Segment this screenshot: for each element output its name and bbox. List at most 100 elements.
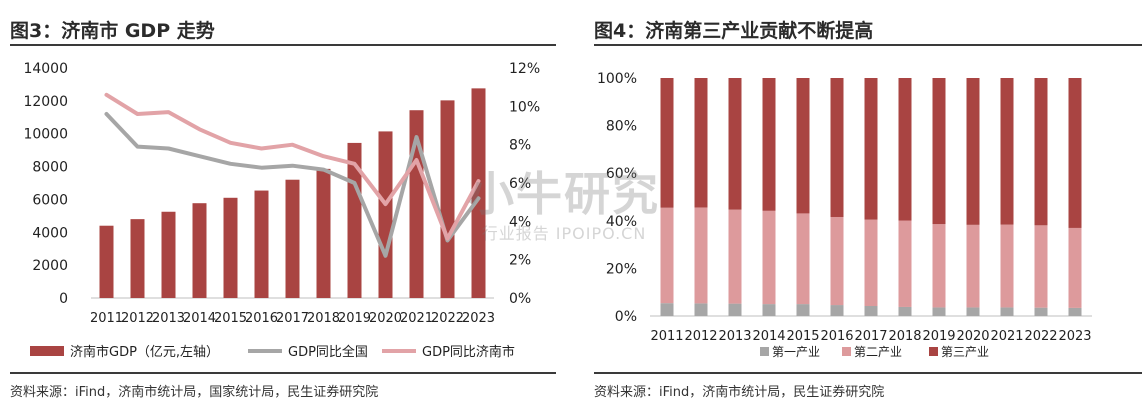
x-axis-tick-label: 2023 [1058,329,1091,344]
left-axis-tick-label: 0 [59,291,68,307]
primary-share-bar [830,305,844,316]
primary-share-bar [1068,307,1082,316]
right-axis-tick-label: 4% [509,214,531,230]
legend-gdp-swatch [30,346,64,356]
x-axis-tick-label: 2017 [854,329,887,344]
tertiary-share-bar [1000,78,1014,225]
x-axis-tick-label: 2022 [1024,329,1057,344]
y-axis-tick-label: 60% [606,166,637,182]
tertiary-share-bar [762,78,776,211]
x-axis-tick-label: 2012 [684,329,717,344]
x-axis-tick-label: 2015 [214,311,247,326]
x-axis-tick-label: 2014 [183,311,216,326]
left-axis-tick-label: 12000 [23,94,68,110]
x-axis-tick-label: 2015 [786,329,819,344]
x-axis-tick-label: 2013 [152,311,185,326]
gdp-bar [130,219,145,298]
tertiary-share-bar [864,78,878,220]
tertiary-share-bar [1034,78,1048,226]
left-source-note: 资料来源：iFind，济南市统计局，国家统计局，民生证券研究院 [10,385,379,400]
left-figure-panel: 图3：济南市 GDP 走势 0 2000 4000 6000 8000 10000 1200… [0,0,556,405]
secondary-share-bar [1068,227,1082,308]
tertiary-share-bar [660,78,674,208]
primary-share-bar [728,303,742,316]
x-axis-tick-label: 2021 [400,311,433,326]
secondary-share-bar [796,213,810,305]
left-figure-title: 图3：济南市 GDP 走势 [10,20,215,42]
secondary-share-bar [966,224,980,308]
y-axis-tick-label: 20% [606,261,637,277]
right-figure-panel: 图4：济南第三产业贡献不断提高 0% 20% 40% 60% 80% 100% 2011 20… [584,0,1142,405]
x-axis-tick-label: 2018 [307,311,340,326]
legend-secondary-label: 第二产业 [854,345,902,359]
left-axis-tick-label: 4000 [32,225,68,241]
x-axis-tick-label: 2020 [369,311,402,326]
gdp-trend-chart: 0 2000 4000 6000 8000 10000 12000 14000 0% 2% 4% 6%… [23,61,540,360]
secondary-share-bar [694,207,708,304]
x-axis-tick-label: 2016 [820,329,853,344]
right-axis-tick-label: 0% [509,291,531,307]
left-axis-tick-label: 10000 [23,127,68,143]
left-axis-tick-label: 6000 [32,192,68,208]
national-growth-line [104,112,481,258]
secondary-share-bar [898,220,912,307]
secondary-share-bar [830,216,844,306]
tertiary-share-bar [966,78,980,225]
primary-share-bar [660,303,674,316]
secondary-share-bar [864,219,878,307]
primary-share-bar [762,304,776,316]
primary-share-bar [864,306,878,316]
right-axis-tick-label: 12% [509,61,540,77]
legend-gdp-label: 济南市GDP（亿元,左轴） [70,344,219,360]
x-axis-tick-label: 2011 [90,311,123,326]
x-axis-tick-label: 2021 [990,329,1023,344]
secondary-share-bar [660,207,674,304]
x-axis-tick-label: 2023 [462,311,495,326]
tertiary-share-bar [830,78,844,217]
right-figure-title: 图4：济南第三产业贡献不断提高 [594,20,874,42]
legend-jinan-growth-label: GDP同比济南市 [422,344,515,360]
tertiary-share-bar [1068,78,1082,228]
primary-share-bar [694,303,708,316]
x-axis-tick-label: 2019 [922,329,955,344]
legend-national-growth-label: GDP同比全国 [288,344,368,360]
industry-share-chart: 0%20%40%60%80%100%2011 2012 2013 2014 2015 20… [597,71,1092,359]
gdp-bar [192,203,207,298]
gdp-bar [316,168,331,298]
tertiary-share-bar [728,78,742,210]
right-title-divider [594,44,1142,46]
left-title-divider [10,44,556,46]
x-axis-tick-label: 2012 [121,311,154,326]
gdp-bar [99,225,114,298]
y-axis-tick-label: 100% [597,71,637,87]
x-axis-tick-label: 2022 [431,311,464,326]
gdp-bar [471,88,486,298]
gdp-bar [254,190,269,298]
y-axis-tick-label: 40% [606,214,637,230]
right-source-note: 资料来源：iFind，济南市统计局，民生证券研究院 [594,385,885,400]
right-axis-tick-label: 8% [509,138,531,154]
x-axis-tick-label: 2020 [956,329,989,344]
tertiary-share-bar [932,78,946,225]
secondary-share-bar [728,209,742,304]
left-axis-tick-label: 8000 [32,160,68,176]
gdp-bar [161,211,176,298]
secondary-share-bar [1000,224,1014,308]
legend-tertiary-swatch [929,347,938,356]
right-axis-tick-label: 2% [509,253,531,269]
gdp-bar [440,100,455,298]
secondary-share-bar [932,224,946,308]
primary-share-bar [1000,307,1014,316]
gdp-bar [378,131,393,298]
x-axis-tick-label: 2019 [338,311,371,326]
primary-share-bar [932,307,946,316]
legend-tertiary-label: 第三产业 [941,345,989,359]
tertiary-share-bar [796,78,810,214]
x-axis-tick-label: 2014 [752,329,785,344]
primary-share-bar [1034,307,1048,316]
gdp-bar [285,179,300,298]
secondary-share-bar [762,210,776,305]
legend-primary-swatch [760,347,769,356]
y-axis-tick-label: 80% [606,119,637,135]
x-axis-tick-label: 2011 [650,329,683,344]
